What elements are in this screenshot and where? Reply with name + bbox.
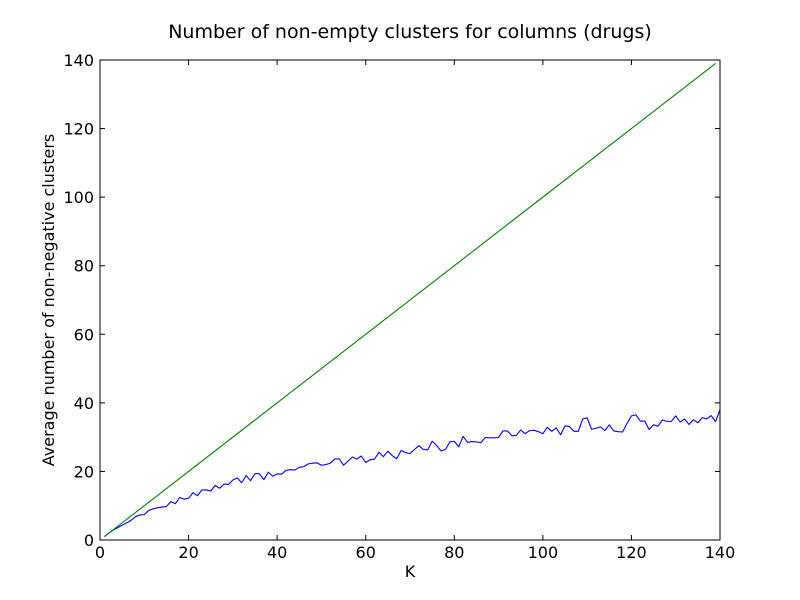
y-tick-label: 120 (63, 120, 94, 139)
chart-title: Number of non-empty clusters for columns… (168, 21, 652, 43)
x-tick-label: 60 (356, 543, 376, 562)
x-tick-label: 140 (705, 543, 736, 562)
y-tick-label: 40 (74, 394, 94, 413)
x-axis-label: K (405, 562, 416, 581)
y-tick-label: 60 (74, 325, 94, 344)
series-layer (104, 62, 721, 538)
x-tick-label: 80 (444, 543, 464, 562)
x-tick-label: 20 (178, 543, 198, 562)
y-tick-label: 80 (74, 257, 94, 276)
plot-area (99, 59, 721, 541)
x-tick-label: 100 (528, 543, 559, 562)
x-tick-label: 0 (95, 543, 105, 562)
y-tick-label: 140 (63, 51, 94, 70)
y-tick-label: 20 (74, 462, 94, 481)
plot-frame (99, 59, 721, 541)
y-tick-label: 100 (63, 188, 94, 207)
x-tick-label: 40 (267, 543, 287, 562)
reference-series-line (104, 62, 716, 538)
x-tick-label: 120 (616, 543, 647, 562)
y-tick-labels: 0 20 40 60 80 100 120 140 (63, 51, 94, 550)
y-tick-label: 0 (84, 531, 94, 550)
observed-series-line (104, 409, 721, 538)
y-axis-label: Average number of non-negative clusters (39, 134, 58, 466)
x-tick-labels: 0 20 40 60 80 100 120 140 (95, 543, 735, 562)
